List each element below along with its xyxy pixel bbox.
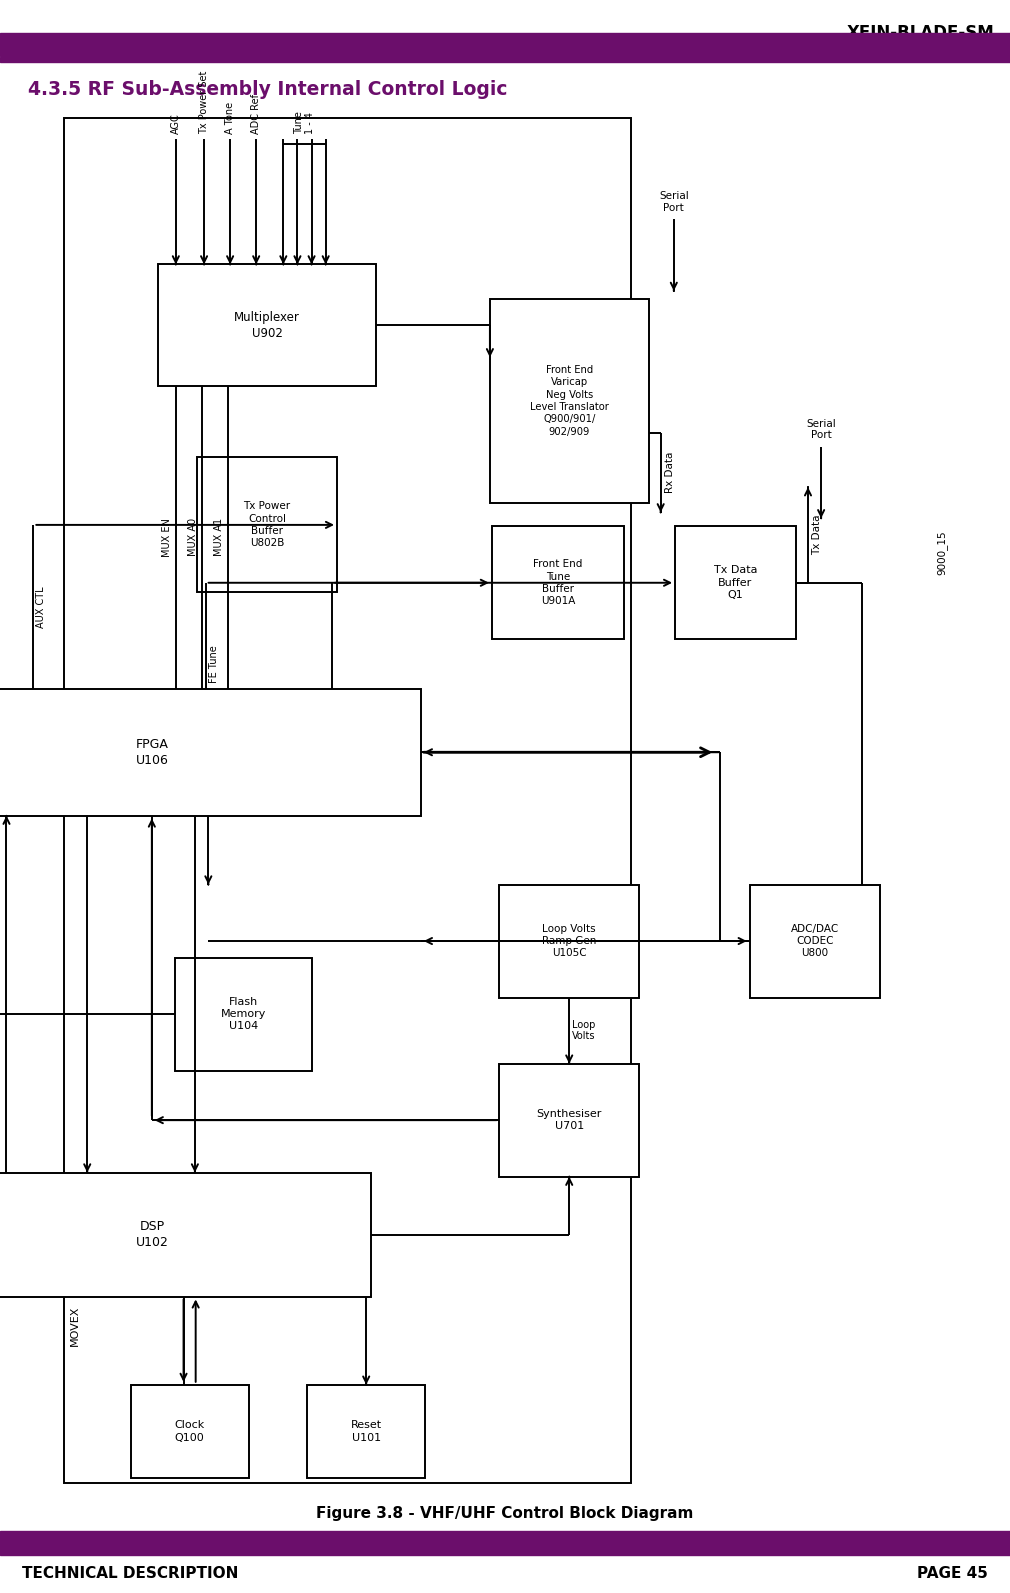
Text: XFIN-BLADE-SM: XFIN-BLADE-SM — [847, 24, 995, 43]
Text: 4.3.5 RF Sub-Assembly Internal Control Logic: 4.3.5 RF Sub-Assembly Internal Control L… — [28, 80, 508, 99]
Text: Tx Data: Tx Data — [812, 515, 822, 556]
Text: Multiplexer
U902: Multiplexer U902 — [234, 311, 300, 339]
Text: Rx Data: Rx Data — [665, 452, 675, 494]
Text: A Tone: A Tone — [225, 102, 235, 134]
Text: FPGA
U106: FPGA U106 — [135, 738, 169, 766]
Text: FE Tune: FE Tune — [209, 645, 219, 683]
Text: AUX CTL: AUX CTL — [36, 586, 46, 628]
Text: DSP
U102: DSP U102 — [135, 1220, 169, 1249]
FancyBboxPatch shape — [499, 884, 639, 997]
Text: Flash
Memory
U104: Flash Memory U104 — [221, 997, 266, 1031]
Text: Front End
Tune
Buffer
U901A: Front End Tune Buffer U901A — [533, 559, 583, 607]
FancyBboxPatch shape — [749, 884, 880, 997]
Text: ADC Ref: ADC Ref — [251, 94, 262, 134]
Text: 9000_15: 9000_15 — [937, 530, 947, 575]
Text: ADC/DAC
CODEC
U800: ADC/DAC CODEC U800 — [791, 924, 839, 959]
Text: MUX EN: MUX EN — [162, 518, 172, 556]
FancyBboxPatch shape — [490, 299, 648, 503]
Text: Tx Data
Buffer
Q1: Tx Data Buffer Q1 — [714, 566, 758, 601]
Text: MOVEX: MOVEX — [70, 1306, 80, 1346]
Text: MUX A0: MUX A0 — [188, 518, 198, 556]
Bar — [0, 1536, 1010, 1555]
Text: PAGE 45: PAGE 45 — [917, 1566, 988, 1582]
FancyBboxPatch shape — [197, 457, 337, 593]
FancyBboxPatch shape — [175, 957, 312, 1070]
Text: Loop Volts
Ramp Gen
U105C: Loop Volts Ramp Gen U105C — [542, 924, 597, 959]
Text: Tx Power Set: Tx Power Set — [199, 72, 209, 134]
FancyBboxPatch shape — [307, 1384, 425, 1478]
Text: Loop
Volts: Loop Volts — [573, 1020, 596, 1042]
FancyBboxPatch shape — [492, 526, 624, 639]
Text: MUX A1: MUX A1 — [214, 518, 224, 556]
Bar — [0, 1531, 1010, 1536]
Text: Serial
Port: Serial Port — [806, 419, 836, 440]
FancyBboxPatch shape — [675, 526, 796, 639]
Text: Clock
Q100: Clock Q100 — [175, 1421, 205, 1443]
FancyBboxPatch shape — [130, 1384, 248, 1478]
Text: Front End
Varicap
Neg Volts
Level Translator
Q900/901/
902/909: Front End Varicap Neg Volts Level Transl… — [530, 365, 609, 436]
Text: TECHNICAL DESCRIPTION: TECHNICAL DESCRIPTION — [22, 1566, 238, 1582]
FancyBboxPatch shape — [499, 1064, 639, 1177]
Text: Reset
U101: Reset U101 — [350, 1421, 382, 1443]
Text: Serial
Port: Serial Port — [659, 191, 689, 213]
Bar — [0, 33, 1010, 56]
Text: Tune
1 - 4: Tune 1 - 4 — [294, 112, 315, 134]
Text: AGC: AGC — [171, 113, 181, 134]
FancyBboxPatch shape — [0, 1172, 372, 1297]
FancyBboxPatch shape — [0, 688, 421, 816]
Text: Tx Power
Control
Buffer
U802B: Tx Power Control Buffer U802B — [243, 502, 291, 548]
FancyBboxPatch shape — [159, 264, 376, 386]
Text: Figure 3.8 - VHF/UHF Control Block Diagram: Figure 3.8 - VHF/UHF Control Block Diagr… — [316, 1505, 694, 1521]
Text: Synthesiser
U701: Synthesiser U701 — [536, 1109, 602, 1131]
Bar — [0, 57, 1010, 62]
